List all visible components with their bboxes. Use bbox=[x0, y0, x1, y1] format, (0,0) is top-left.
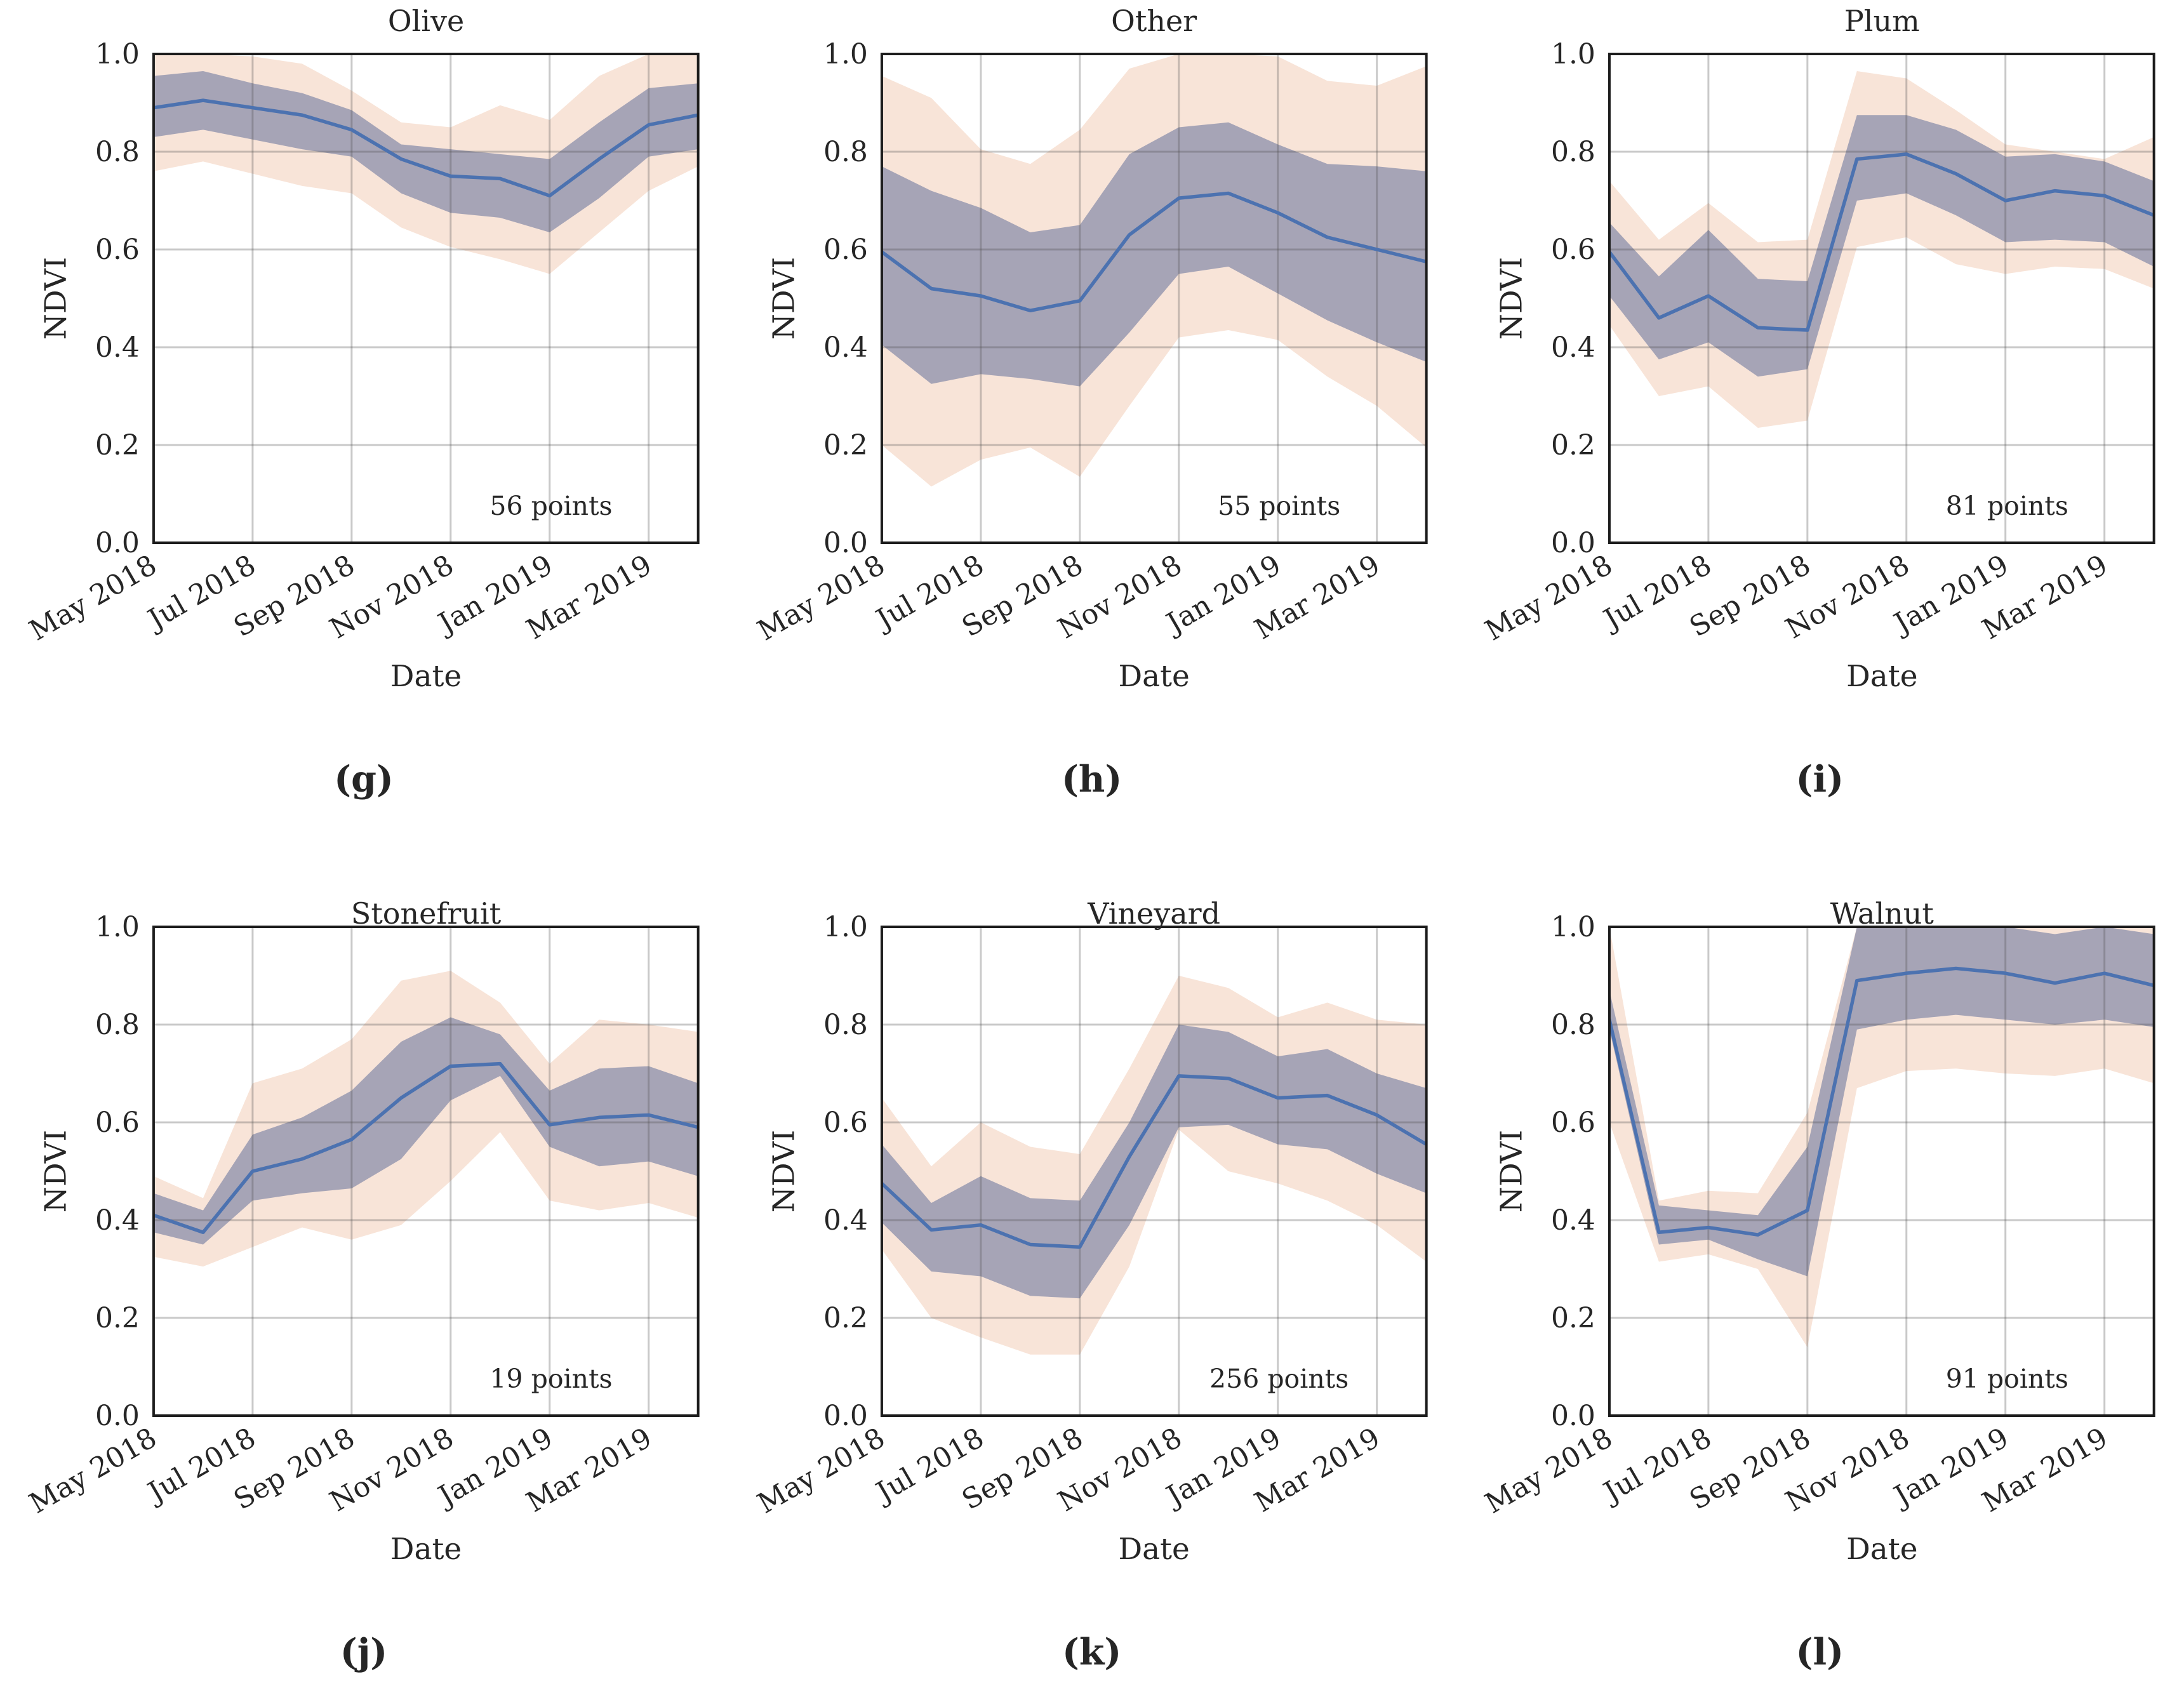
svg-text:0.0: 0.0 bbox=[823, 527, 868, 559]
x-axis-label: Date bbox=[390, 1532, 462, 1567]
svg-text:0.4: 0.4 bbox=[95, 331, 140, 364]
svg-text:May 2018: May 2018 bbox=[24, 1421, 163, 1520]
y-axis-label: NDVI bbox=[1494, 256, 1529, 340]
panel-title: Plum bbox=[1844, 4, 1920, 38]
svg-text:0.0: 0.0 bbox=[95, 527, 140, 559]
svg-text:1.0: 1.0 bbox=[95, 38, 140, 70]
svg-text:0.6: 0.6 bbox=[95, 234, 140, 266]
x-axis-label: Date bbox=[390, 659, 462, 694]
points-annotation: 56 points bbox=[489, 491, 613, 521]
y-axis-label: NDVI bbox=[766, 1129, 802, 1213]
panel-caption: (g) bbox=[334, 758, 394, 801]
svg-text:May 2018: May 2018 bbox=[1480, 548, 1618, 647]
svg-text:0.8: 0.8 bbox=[823, 136, 868, 168]
svg-text:0.2: 0.2 bbox=[95, 1302, 140, 1334]
panel-caption: (i) bbox=[1795, 758, 1844, 801]
svg-text:May 2018: May 2018 bbox=[752, 548, 890, 647]
y-axis-label: NDVI bbox=[38, 1129, 74, 1213]
panel-vineyard: 0.0 0.2 0.4 0.6 0.8 1.0 May 2018 Jul 2018 Sep 20… bbox=[728, 840, 1456, 1681]
svg-text:0.0: 0.0 bbox=[823, 1400, 868, 1432]
x-axis-label: Date bbox=[1118, 659, 1190, 694]
svg-text:1.0: 1.0 bbox=[1551, 38, 1595, 70]
panel-title: Other bbox=[1111, 4, 1197, 38]
panel-other: 0.0 0.2 0.4 0.6 0.8 1.0 May 2018 Jul 2018 Sep 20… bbox=[728, 0, 1456, 840]
svg-text:0.0: 0.0 bbox=[95, 1400, 140, 1432]
svg-text:1.0: 1.0 bbox=[823, 38, 868, 70]
svg-text:0.8: 0.8 bbox=[1551, 136, 1595, 168]
svg-text:0.8: 0.8 bbox=[95, 1009, 140, 1041]
points-annotation: 91 points bbox=[1945, 1364, 2068, 1394]
svg-text:0.6: 0.6 bbox=[95, 1106, 140, 1139]
panel-caption: (k) bbox=[1062, 1631, 1122, 1673]
svg-text:0.6: 0.6 bbox=[1551, 1106, 1595, 1139]
svg-text:1.0: 1.0 bbox=[95, 911, 140, 943]
panel-walnut: 0.0 0.2 0.4 0.6 0.8 1.0 May 2018 Jul 2018 Sep 20… bbox=[1456, 840, 2184, 1681]
svg-text:0.8: 0.8 bbox=[823, 1009, 868, 1041]
svg-text:0.8: 0.8 bbox=[1551, 1009, 1595, 1041]
points-annotation: 256 points bbox=[1209, 1364, 1349, 1394]
svg-text:1.0: 1.0 bbox=[823, 911, 868, 943]
svg-text:0.4: 0.4 bbox=[1551, 1204, 1595, 1237]
svg-text:0.2: 0.2 bbox=[1551, 1302, 1595, 1334]
y-axis-label: NDVI bbox=[1494, 1129, 1529, 1213]
panel-title: Walnut bbox=[1830, 896, 1934, 931]
panel-caption: (h) bbox=[1061, 758, 1122, 801]
svg-text:0.4: 0.4 bbox=[823, 1204, 868, 1237]
panel-olive: 0.0 0.2 0.4 0.6 0.8 1.0 May 2018 Jul 2018 Sep 20… bbox=[0, 0, 728, 840]
points-annotation: 55 points bbox=[1218, 491, 1341, 521]
y-axis-label: NDVI bbox=[38, 256, 74, 340]
panel-plum: 0.0 0.2 0.4 0.6 0.8 1.0 May 2018 Jul 2018 Sep 20… bbox=[1456, 0, 2184, 840]
x-axis-label: Date bbox=[1118, 1532, 1190, 1567]
panel-title: Vineyard bbox=[1088, 896, 1221, 931]
x-axis-label: Date bbox=[1846, 1532, 1918, 1567]
svg-text:0.6: 0.6 bbox=[823, 234, 868, 266]
points-annotation: 81 points bbox=[1945, 491, 2068, 521]
panel-caption: (j) bbox=[340, 1631, 388, 1673]
x-axis-label: Date bbox=[1846, 659, 1918, 694]
panel-title: Olive bbox=[387, 4, 465, 38]
svg-text:1.0: 1.0 bbox=[1551, 911, 1595, 943]
svg-text:May 2018: May 2018 bbox=[752, 1421, 890, 1520]
svg-text:0.0: 0.0 bbox=[1551, 1400, 1595, 1432]
svg-text:0.6: 0.6 bbox=[1551, 234, 1595, 266]
svg-text:May 2018: May 2018 bbox=[24, 548, 163, 647]
svg-text:0.2: 0.2 bbox=[1551, 429, 1595, 462]
svg-text:0.8: 0.8 bbox=[95, 136, 140, 168]
svg-text:0.4: 0.4 bbox=[823, 331, 868, 364]
svg-text:0.2: 0.2 bbox=[823, 1302, 868, 1334]
points-annotation: 19 points bbox=[489, 1364, 613, 1394]
svg-text:May 2018: May 2018 bbox=[1480, 1421, 1618, 1520]
svg-text:0.0: 0.0 bbox=[1551, 527, 1595, 559]
y-axis-label: NDVI bbox=[766, 256, 802, 340]
svg-text:0.6: 0.6 bbox=[823, 1106, 868, 1139]
svg-text:0.4: 0.4 bbox=[1551, 331, 1595, 364]
panel-stonefruit: 0.0 0.2 0.4 0.6 0.8 1.0 May 2018 Jul 2018 Sep 20… bbox=[0, 840, 728, 1681]
panel-title: Stonefruit bbox=[350, 896, 502, 931]
svg-text:0.2: 0.2 bbox=[823, 429, 868, 462]
panel-caption: (l) bbox=[1795, 1631, 1844, 1673]
svg-text:0.4: 0.4 bbox=[95, 1204, 140, 1237]
svg-text:0.2: 0.2 bbox=[95, 429, 140, 462]
